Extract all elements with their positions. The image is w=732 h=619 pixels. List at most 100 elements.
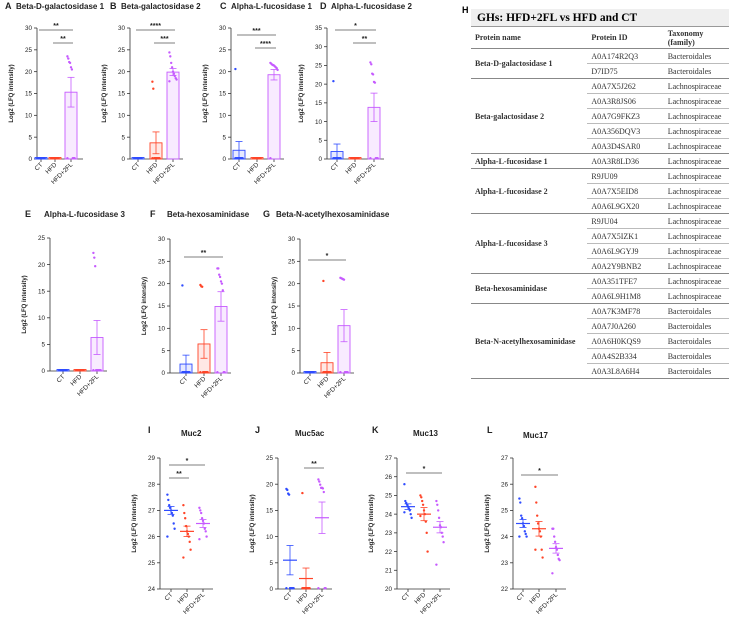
table-row: Beta-galactosidase 2 A0A7X5J262 Lachnospir… bbox=[471, 78, 729, 154]
y-tick-label: 25 bbox=[288, 259, 296, 266]
chart-panel-b: B Beta-galactosidase 2 Log2 (LFQ intensity… bbox=[102, 1, 201, 186]
data-point bbox=[520, 514, 523, 517]
data-point bbox=[183, 511, 186, 515]
y-tick-label: 25 bbox=[38, 235, 46, 242]
y-tick-label: 10 bbox=[288, 326, 296, 333]
x-tick-label: HFD bbox=[246, 161, 260, 175]
protein-id-cell: A0A7J0A260 bbox=[587, 318, 664, 334]
data-point bbox=[252, 157, 255, 160]
y-tick-label: 10 bbox=[158, 326, 166, 333]
data-point bbox=[218, 273, 221, 276]
protein-id-cell: A0A6L9H1M8 bbox=[587, 288, 664, 304]
table-row: A0A7G9FKZ3 Lachnospiraceae bbox=[471, 108, 729, 124]
data-point bbox=[324, 587, 327, 590]
y-tick-label: 0 bbox=[161, 370, 165, 377]
y-tick-label: 28 bbox=[148, 481, 156, 488]
data-point bbox=[322, 279, 325, 283]
panel-letter: E bbox=[25, 209, 31, 219]
significance-label: * bbox=[423, 466, 426, 473]
table-row: D7ID75 Bacteroidales bbox=[471, 63, 729, 79]
y-tick-label: 27 bbox=[501, 455, 509, 462]
y-tick-label: 30 bbox=[219, 25, 227, 32]
data-point bbox=[420, 496, 423, 499]
data-point bbox=[234, 67, 237, 71]
y-tick-label: 20 bbox=[288, 281, 296, 288]
data-point bbox=[202, 522, 206, 525]
data-point bbox=[205, 535, 208, 538]
protein-id-cell: A0A7X5J262 bbox=[587, 78, 664, 94]
chart-panel-c: C Alpha-L-fucosidase 1 Log2 (LFQ intensity… bbox=[203, 1, 312, 186]
y-tick-label: 30 bbox=[25, 25, 33, 32]
significance-label: ** bbox=[362, 36, 368, 43]
protein-id-cell: R9JU09 bbox=[587, 168, 664, 184]
y-tick-label: 0 bbox=[222, 156, 226, 163]
panel-title: Muc5ac bbox=[295, 429, 325, 438]
y-tick-label: 25 bbox=[266, 455, 274, 462]
y-tick-label: 25 bbox=[25, 47, 33, 54]
panel-letter: G bbox=[263, 209, 270, 219]
data-point bbox=[520, 517, 524, 520]
data-point bbox=[438, 524, 442, 527]
protein-id-cell: A0A7G9FKZ3 bbox=[587, 108, 664, 124]
data-point bbox=[140, 157, 143, 160]
y-tick-label: 10 bbox=[219, 113, 227, 120]
y-tick-label: 20 bbox=[25, 69, 33, 76]
table-row: A0A3L8A6H4 Bacteroidales bbox=[471, 363, 729, 379]
data-point bbox=[70, 68, 74, 71]
chart-panel-g: G Beta-N-acetylhexosaminidase Log2 (LFQ in… bbox=[263, 209, 390, 400]
data-point bbox=[518, 497, 521, 500]
x-tick-label: CT bbox=[303, 375, 314, 386]
data-point bbox=[435, 499, 438, 503]
y-tick-label: 0 bbox=[28, 156, 32, 163]
significance-label: ** bbox=[53, 23, 59, 30]
data-point bbox=[69, 66, 73, 69]
y-tick-label: 0 bbox=[269, 586, 273, 593]
panel-title: Beta-D-galactosidase 1 bbox=[16, 2, 105, 11]
significance-label: ** bbox=[201, 250, 207, 257]
header-protein-name: Protein name bbox=[471, 27, 588, 49]
data-point bbox=[218, 275, 222, 279]
significance-label: ** bbox=[60, 36, 66, 43]
data-point bbox=[175, 78, 178, 81]
y-tick-label: 20 bbox=[315, 81, 323, 88]
data-point bbox=[151, 80, 154, 83]
y-tick-label: 25 bbox=[219, 47, 227, 54]
panel-title: Alpha-L-fucosidase 3 bbox=[44, 210, 125, 219]
significance-label: * bbox=[538, 468, 541, 475]
data-point bbox=[317, 478, 320, 481]
data-point bbox=[173, 74, 176, 78]
significance-label: ** bbox=[311, 461, 317, 468]
x-tick-label: CT bbox=[179, 375, 190, 386]
data-point bbox=[201, 285, 204, 288]
y-tick-label: 15 bbox=[288, 303, 296, 310]
panel-letter: F bbox=[150, 209, 156, 219]
significance-label: **** bbox=[260, 41, 271, 48]
data-point bbox=[350, 157, 353, 160]
protein-id-cell: D7ID75 bbox=[587, 63, 664, 79]
y-tick-label: 15 bbox=[118, 91, 126, 98]
chart-panel-f: F Beta-hexosaminidase Log2 (LFQ intensity)… bbox=[142, 209, 250, 400]
y-tick-label: 26 bbox=[501, 481, 509, 488]
significance-label: *** bbox=[160, 36, 168, 43]
data-point bbox=[319, 483, 322, 486]
data-point bbox=[171, 70, 175, 73]
x-tick-label: CT bbox=[232, 161, 243, 172]
data-point bbox=[206, 371, 209, 374]
data-point bbox=[188, 371, 191, 374]
y-tick-label: 5 bbox=[41, 342, 45, 349]
data-point bbox=[203, 527, 206, 530]
taxonomy-cell: Lachnospiraceae bbox=[663, 228, 729, 244]
data-point bbox=[182, 556, 185, 559]
taxonomy-cell: Lachnospiraceae bbox=[663, 78, 729, 94]
protein-id-cell: A0A7K3MF78 bbox=[587, 303, 664, 319]
data-point bbox=[269, 157, 272, 160]
y-tick-label: 5 bbox=[318, 137, 322, 144]
significance-label: ** bbox=[176, 471, 182, 478]
data-point bbox=[322, 490, 325, 494]
data-point bbox=[317, 587, 320, 590]
data-point bbox=[286, 488, 289, 492]
taxonomy-cell: Lachnospiraceae bbox=[663, 168, 729, 184]
data-point bbox=[187, 535, 190, 538]
taxonomy-cell: Lachnospiraceae bbox=[663, 213, 729, 229]
data-point bbox=[189, 548, 192, 551]
